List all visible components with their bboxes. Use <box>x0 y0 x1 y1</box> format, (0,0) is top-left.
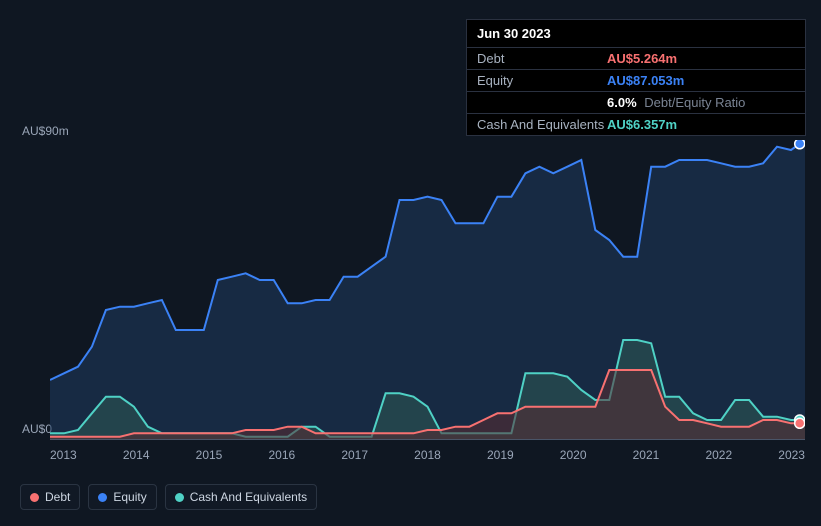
legend-dot-icon <box>30 493 39 502</box>
series-marker-icon <box>795 418 805 428</box>
tooltip-row: 6.0% Debt/Equity Ratio <box>467 92 805 114</box>
chart-legend: Debt Equity Cash And Equivalents <box>20 484 317 510</box>
legend-label: Cash And Equivalents <box>190 490 307 504</box>
x-axis-tick-label: 2013 <box>50 448 77 462</box>
x-axis-tick-label: 2014 <box>123 448 150 462</box>
x-axis-tick-label: 2021 <box>633 448 660 462</box>
x-axis-tick-label: 2020 <box>560 448 587 462</box>
tooltip-row-label: Cash And Equivalents <box>477 117 607 132</box>
tooltip-row: Cash And EquivalentsAU$6.357m <box>467 114 805 135</box>
tooltip-date: Jun 30 2023 <box>467 20 805 48</box>
tooltip-row-label <box>477 95 607 110</box>
x-axis: 2013 2014 2015 2016 2017 2018 2019 2020 2021 2022… <box>50 448 805 462</box>
legend-label: Equity <box>113 490 146 504</box>
tooltip-row: DebtAU$5.264m <box>467 48 805 70</box>
y-axis-top-label: AU$90m <box>22 124 69 138</box>
legend-dot-icon <box>98 493 107 502</box>
series-marker-icon <box>795 140 805 149</box>
x-axis-tick-label: 2015 <box>196 448 223 462</box>
tooltip-row: EquityAU$87.053m <box>467 70 805 92</box>
chart-tooltip: Jun 30 2023 DebtAU$5.264mEquityAU$87.053… <box>466 19 806 136</box>
y-axis-bottom-label: AU$0 <box>22 422 52 436</box>
x-axis-tick-label: 2018 <box>414 448 441 462</box>
tooltip-row-label: Equity <box>477 73 607 88</box>
x-axis-tick-label: 2019 <box>487 448 514 462</box>
tooltip-row-value: AU$5.264m <box>607 51 677 66</box>
tooltip-row-value: 6.0% Debt/Equity Ratio <box>607 95 745 110</box>
x-axis-tick-label: 2016 <box>268 448 295 462</box>
legend-item[interactable]: Cash And Equivalents <box>165 484 317 510</box>
legend-item[interactable]: Debt <box>20 484 80 510</box>
x-axis-tick-label: 2022 <box>705 448 732 462</box>
legend-dot-icon <box>175 493 184 502</box>
tooltip-row-label: Debt <box>477 51 607 66</box>
financials-area-chart[interactable] <box>50 140 805 440</box>
tooltip-row-value: AU$87.053m <box>607 73 684 88</box>
legend-label: Debt <box>45 490 70 504</box>
x-axis-tick-label: 2023 <box>778 448 805 462</box>
tooltip-row-value: AU$6.357m <box>607 117 677 132</box>
legend-item[interactable]: Equity <box>88 484 156 510</box>
series-area <box>50 140 805 440</box>
x-axis-tick-label: 2017 <box>341 448 368 462</box>
